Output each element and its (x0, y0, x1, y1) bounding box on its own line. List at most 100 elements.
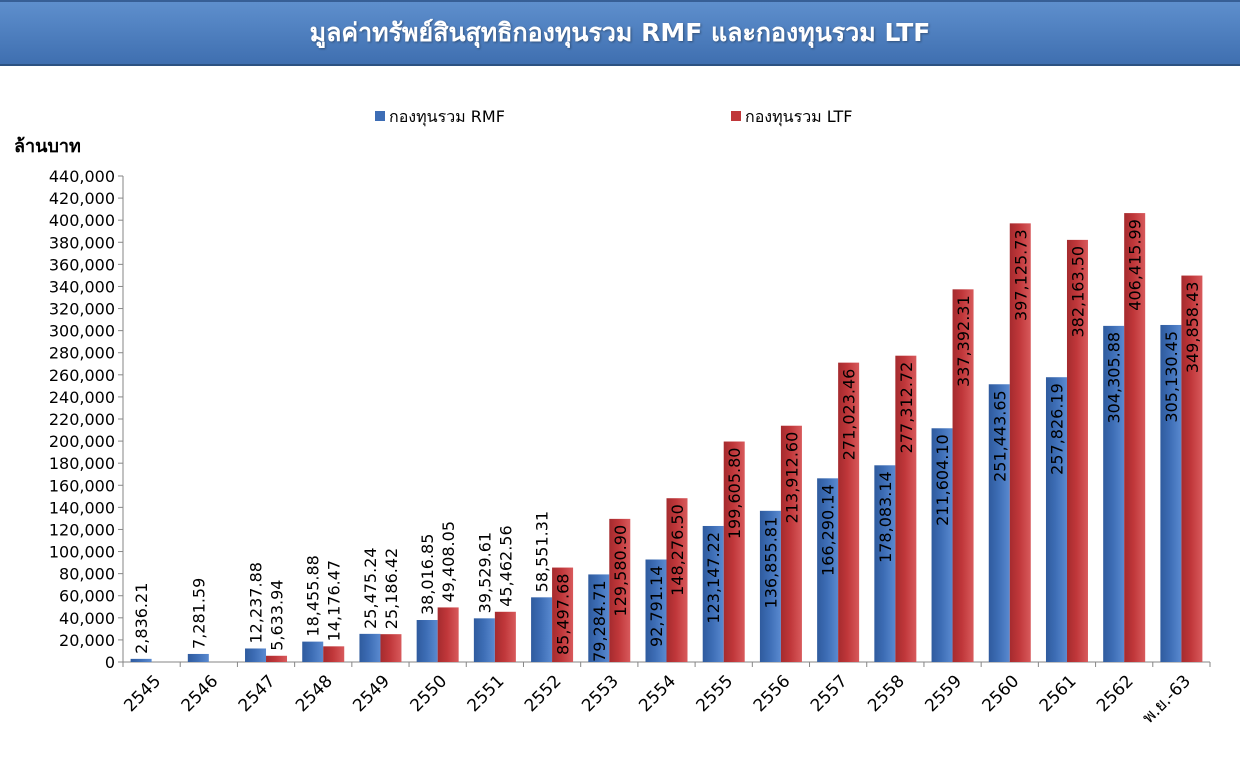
y-tick-label: 320,000 (49, 300, 115, 319)
data-label-rmf: 39,529.61 (475, 532, 494, 613)
legend-ltf-label: กองทุนรวม LTF (745, 107, 853, 127)
y-tick-label: 60,000 (59, 587, 115, 606)
bar-rmf (416, 620, 438, 662)
title-bar: มูลค่าทรัพย์สินสุทธิกองทุนรวม RMF และกอง… (0, 0, 1240, 66)
x-tick-label: 2545 (120, 671, 165, 716)
x-tick-label: 2549 (349, 671, 394, 716)
data-label-rmf: 2,836.21 (132, 583, 151, 654)
bar-rmf (702, 525, 724, 662)
data-label-rmf: 305,130.45 (1162, 331, 1181, 423)
bar-ltf (437, 607, 459, 662)
y-tick-label: 240,000 (49, 388, 115, 407)
data-label-ltf: 382,163.50 (1068, 246, 1087, 338)
bar-ltf (952, 289, 974, 662)
x-tick-label: 2546 (178, 671, 223, 716)
data-label-rmf: 18,455.88 (304, 555, 323, 636)
data-label-rmf: 12,237.88 (247, 562, 266, 643)
bar-rmf (245, 648, 267, 662)
data-label-ltf: 277,312.72 (897, 362, 916, 454)
bar-ltf (723, 441, 745, 662)
legend-rmf-label: กองทุนรวม RMF (389, 107, 505, 127)
bar-rmf (759, 510, 781, 662)
y-tick-label: 20,000 (59, 631, 115, 650)
y-tick-label: 300,000 (49, 322, 115, 341)
bar-rmf (302, 641, 324, 662)
bar-ltf (666, 498, 688, 662)
x-tick-label: 2556 (750, 671, 795, 716)
data-label-rmf: 166,290.14 (819, 484, 838, 576)
x-tick-label: 2561 (1036, 671, 1081, 716)
bar-rmf (1045, 377, 1067, 662)
bar-rmf (645, 559, 667, 662)
y-axis-label: ล้านบาท (14, 136, 81, 157)
bar-ltf (838, 362, 860, 662)
chart-title: มูลค่าทรัพย์สินสุทธิกองทุนรวม RMF และกอง… (309, 18, 931, 47)
y-tick-label: 140,000 (49, 498, 115, 517)
x-tick-label: 2552 (521, 671, 566, 716)
data-label-ltf: 397,125.73 (1011, 229, 1030, 321)
bar-rmf (874, 465, 896, 662)
y-tick-label: 0 (105, 653, 115, 672)
bar-ltf (780, 425, 802, 662)
bar-ltf (1124, 213, 1146, 662)
y-tick-label: 160,000 (49, 476, 115, 495)
x-tick-label: 2550 (406, 671, 451, 716)
bar-ltf (266, 655, 288, 662)
bar-rmf (531, 597, 553, 662)
x-tick-label: 2559 (921, 671, 966, 716)
x-tick-label: 2560 (979, 671, 1024, 716)
bar-ltf (380, 634, 402, 662)
y-tick-label: 180,000 (49, 454, 115, 473)
x-tick-label: 2554 (635, 671, 680, 716)
bar-ltf (1181, 275, 1203, 662)
data-label-rmf: 58,551.31 (533, 511, 552, 592)
y-tick-label: 380,000 (49, 233, 115, 252)
y-tick-label: 200,000 (49, 432, 115, 451)
x-tick-label: 2555 (693, 671, 738, 716)
bar-rmf (988, 384, 1010, 662)
data-label-rmf: 38,016.85 (418, 534, 437, 615)
bar-rmf (187, 653, 209, 662)
data-label-ltf: 271,023.46 (840, 369, 859, 461)
data-label-rmf: 25,475.24 (361, 547, 380, 628)
bar-ltf (609, 518, 631, 662)
y-tick-label: 40,000 (59, 609, 115, 628)
data-label-rmf: 92,791.14 (647, 566, 666, 647)
bar-rmf (359, 633, 381, 662)
x-tick-label: พ.ย.-63 (1139, 671, 1195, 727)
legend-ltf-swatch (731, 111, 741, 121)
data-label-ltf: 349,858.43 (1183, 282, 1202, 374)
data-label-rmf: 304,305.88 (1105, 332, 1124, 424)
y-tick-label: 280,000 (49, 344, 115, 363)
bar-rmf (1103, 325, 1125, 662)
y-tick-label: 260,000 (49, 366, 115, 385)
bar-ltf (1009, 223, 1031, 663)
y-tick-label: 360,000 (49, 255, 115, 274)
y-tick-label: 440,000 (49, 167, 115, 186)
y-tick-label: 400,000 (49, 211, 115, 230)
legend-rmf-swatch (375, 111, 385, 121)
x-tick-label: 2558 (864, 671, 909, 716)
data-label-ltf: 25,186.42 (382, 548, 401, 629)
data-label-ltf: 5,633.94 (268, 580, 287, 651)
data-label-ltf: 337,392.31 (954, 295, 973, 387)
bar-rmf (130, 658, 152, 662)
y-tick-label: 220,000 (49, 410, 115, 429)
y-tick-label: 120,000 (49, 520, 115, 539)
y-tick-label: 420,000 (49, 189, 115, 208)
data-label-ltf: 45,462.56 (496, 525, 515, 606)
bar-ltf (494, 611, 516, 662)
bar-rmf (931, 428, 953, 662)
data-label-rmf: 211,604.10 (933, 434, 952, 526)
data-label-rmf: 79,284.71 (590, 580, 609, 661)
bar-rmf (1160, 324, 1182, 662)
x-tick-label: 2562 (1093, 671, 1138, 716)
bar-ltf (1066, 239, 1088, 662)
x-tick-label: 2557 (807, 671, 852, 716)
bar-ltf (552, 567, 574, 662)
data-label-ltf: 49,408.05 (439, 521, 458, 602)
data-label-ltf: 213,912.60 (782, 432, 801, 524)
data-label-rmf: 7,281.59 (189, 578, 208, 649)
data-label-rmf: 123,147.22 (704, 532, 723, 624)
